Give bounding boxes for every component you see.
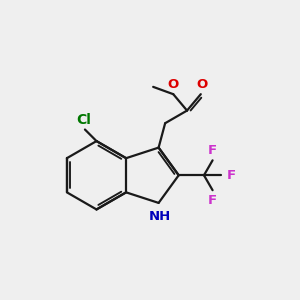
Text: Cl: Cl (76, 113, 91, 127)
Text: F: F (208, 144, 217, 157)
Text: NH: NH (149, 210, 171, 223)
Text: F: F (226, 169, 236, 182)
Text: O: O (167, 78, 178, 91)
Text: O: O (196, 78, 208, 91)
Text: F: F (208, 194, 217, 207)
